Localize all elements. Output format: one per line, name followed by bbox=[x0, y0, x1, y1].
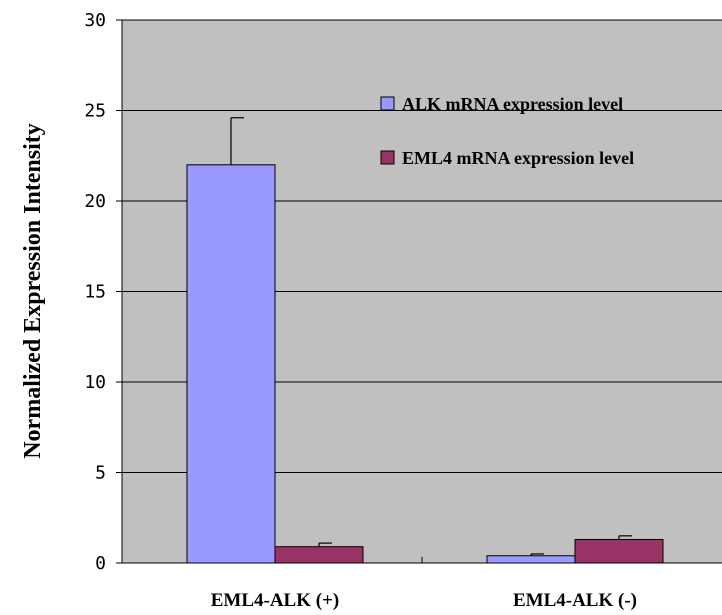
y-tick-label: 30 bbox=[84, 10, 106, 31]
bar bbox=[486, 555, 576, 564]
bar bbox=[186, 164, 276, 564]
x-tick-label: EML4-ALK (-) bbox=[513, 590, 637, 611]
x-tick-label: EML4-ALK (+) bbox=[211, 590, 340, 611]
y-tick-label: 10 bbox=[84, 372, 106, 393]
y-tick-label: 20 bbox=[84, 191, 106, 212]
axes: 0 5 10 15 20 25 30 EML4-ALK (+) EML4-ALK (-) bbox=[84, 10, 722, 611]
legend-swatch bbox=[380, 96, 395, 111]
legend: ALK mRNA expression level EML4 mRNA expre… bbox=[380, 94, 634, 168]
y-tick-label: 5 bbox=[95, 463, 106, 484]
bars bbox=[186, 117, 664, 564]
legend-label: ALK mRNA expression level bbox=[402, 94, 623, 114]
y-tick-label: 0 bbox=[95, 553, 106, 574]
y-tick-label: 25 bbox=[84, 101, 106, 122]
legend-label: EML4 mRNA expression level bbox=[402, 148, 634, 168]
legend-swatch bbox=[380, 150, 395, 165]
bar bbox=[274, 546, 364, 564]
bar bbox=[574, 538, 664, 564]
y-axis-title: Normalized Expression Intensity bbox=[20, 123, 46, 459]
y-tick-label: 15 bbox=[84, 282, 106, 303]
